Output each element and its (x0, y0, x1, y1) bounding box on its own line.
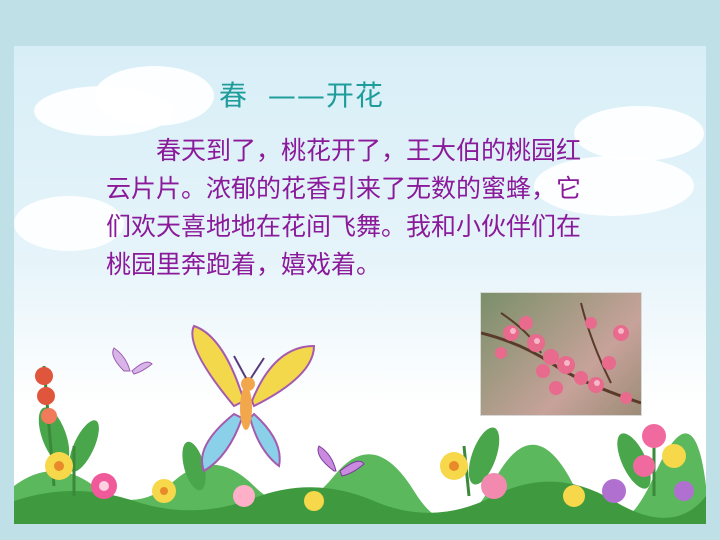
cloud (14, 196, 124, 251)
cloud (94, 66, 214, 126)
cloud (574, 106, 704, 161)
slide-title: 春 ——开花 (219, 74, 384, 114)
title-dash: —— (267, 79, 326, 112)
flowers-butterflies-illustration (14, 286, 706, 524)
slide: 春 ——开花 春天到了，桃花开了，王大伯的桃园红云片片。浓郁的花香引来了无数的蜜… (14, 46, 706, 524)
cloud (534, 156, 694, 216)
title-sub: 开花 (325, 79, 384, 112)
title-main: 春 (219, 79, 249, 112)
peach-blossom-photo (480, 292, 642, 416)
story-paragraph: 春天到了，桃花开了，王大伯的桃园红云片片。浓郁的花香引来了无数的蜜蜂，它们欢天喜… (106, 136, 582, 279)
